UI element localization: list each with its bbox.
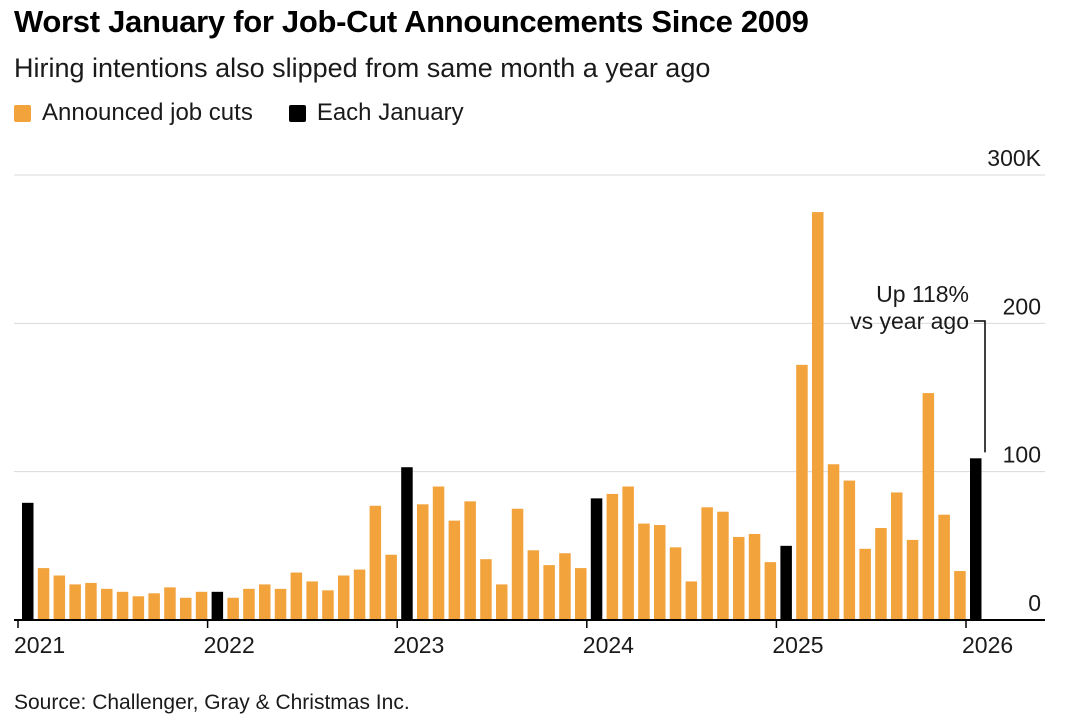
x-axis-label: 2022 — [204, 632, 255, 658]
bar-job-cuts — [875, 528, 887, 620]
annotation-text: Up 118% — [876, 281, 969, 307]
bar-job-cuts — [733, 536, 745, 620]
bar-job-cuts — [827, 464, 840, 620]
bar-job-cuts — [622, 486, 634, 620]
bar-january — [970, 458, 982, 620]
x-axis-label: 2024 — [583, 632, 634, 658]
legend: Announced job cuts Each January — [14, 99, 464, 127]
source-note: Source: Challenger, Gray & Christmas Inc… — [14, 691, 410, 714]
legend-label-each-january: Each January — [316, 99, 464, 126]
bar-job-cuts — [685, 581, 698, 620]
bar-job-cuts — [338, 575, 350, 620]
bar-job-cuts — [764, 562, 777, 620]
bar-job-cuts — [85, 582, 97, 620]
annotation-text: vs year ago — [850, 308, 969, 334]
bar-job-cuts — [480, 559, 492, 620]
legend-item-each-january: Each January — [288, 99, 464, 127]
legend-item-job-cuts: Announced job cuts — [14, 99, 253, 127]
bar-job-cuts — [180, 597, 192, 620]
x-axis-label: 2021 — [14, 632, 65, 658]
bar-job-cuts — [717, 511, 729, 620]
bar-job-cuts — [195, 591, 208, 620]
bar-job-cuts — [417, 504, 429, 620]
bar-job-cuts — [701, 507, 713, 620]
bar-job-cuts — [464, 501, 476, 620]
bar-job-cuts — [116, 591, 129, 620]
bar-job-cuts — [938, 514, 950, 620]
bar-job-cuts — [227, 597, 239, 620]
bar-job-cuts — [796, 364, 808, 620]
bar-job-cuts — [274, 588, 287, 620]
bar-job-cuts — [638, 523, 650, 620]
bar-job-cuts — [322, 590, 334, 620]
bar-job-cuts — [654, 525, 666, 620]
bar-job-cuts — [906, 539, 919, 620]
bar-job-cuts — [243, 588, 255, 620]
bar-job-cuts — [543, 565, 555, 620]
bar-job-cuts — [891, 492, 903, 620]
chart-subtitle: Hiring intentions also slipped from same… — [14, 53, 711, 83]
y-axis-label: 200 — [1003, 293, 1041, 319]
bar-job-cuts — [954, 571, 966, 620]
bar-job-cuts — [259, 584, 271, 620]
bar-job-cuts — [496, 584, 508, 620]
bar-job-cuts — [812, 212, 824, 621]
bar-job-cuts — [148, 593, 160, 620]
bar-january — [401, 467, 413, 620]
bar-january — [780, 545, 792, 620]
bar-job-cuts — [69, 584, 81, 620]
bar-job-cuts — [669, 547, 682, 620]
bar-job-cuts — [385, 554, 397, 620]
chart-title: Worst January for Job-Cut Announcements … — [14, 4, 809, 39]
bar-job-cuts — [306, 581, 318, 620]
x-axis-label: 2023 — [393, 632, 444, 658]
bar-job-cuts — [748, 533, 761, 620]
y-axis-label: 100 — [1003, 442, 1041, 468]
bar-january — [211, 591, 224, 620]
bar-job-cuts — [559, 553, 571, 620]
x-axis-label: 2026 — [962, 632, 1013, 658]
bar-january — [590, 498, 603, 620]
bar-job-cuts — [448, 520, 461, 620]
bar-job-cuts — [369, 505, 382, 620]
bar-job-cuts — [164, 587, 176, 620]
annotation-pointer-line — [974, 320, 986, 453]
bar-job-cuts — [606, 493, 619, 620]
bar-job-cuts — [432, 486, 445, 620]
bar-job-cuts — [575, 568, 587, 620]
bar-job-cuts — [859, 548, 871, 620]
legend-swatch-job-cuts — [14, 104, 31, 122]
y-axis-label: 300K — [987, 145, 1041, 171]
bar-job-cuts — [353, 569, 366, 620]
bar-job-cuts — [37, 568, 50, 620]
bar-job-cuts — [132, 596, 145, 620]
bar-january — [22, 502, 34, 620]
bar-job-cuts — [922, 393, 935, 620]
y-axis-label: 0 — [1028, 590, 1041, 616]
bar-job-cuts — [843, 480, 856, 620]
bar-job-cuts — [101, 588, 113, 620]
bar-job-cuts — [53, 575, 66, 620]
x-axis-label: 2025 — [772, 632, 823, 658]
legend-swatch-each-january — [288, 104, 306, 122]
bar-job-cuts — [527, 550, 540, 620]
legend-label-job-cuts: Announced job cuts — [42, 99, 253, 126]
bar-job-cuts — [290, 572, 303, 620]
bar-job-cuts — [511, 508, 524, 620]
